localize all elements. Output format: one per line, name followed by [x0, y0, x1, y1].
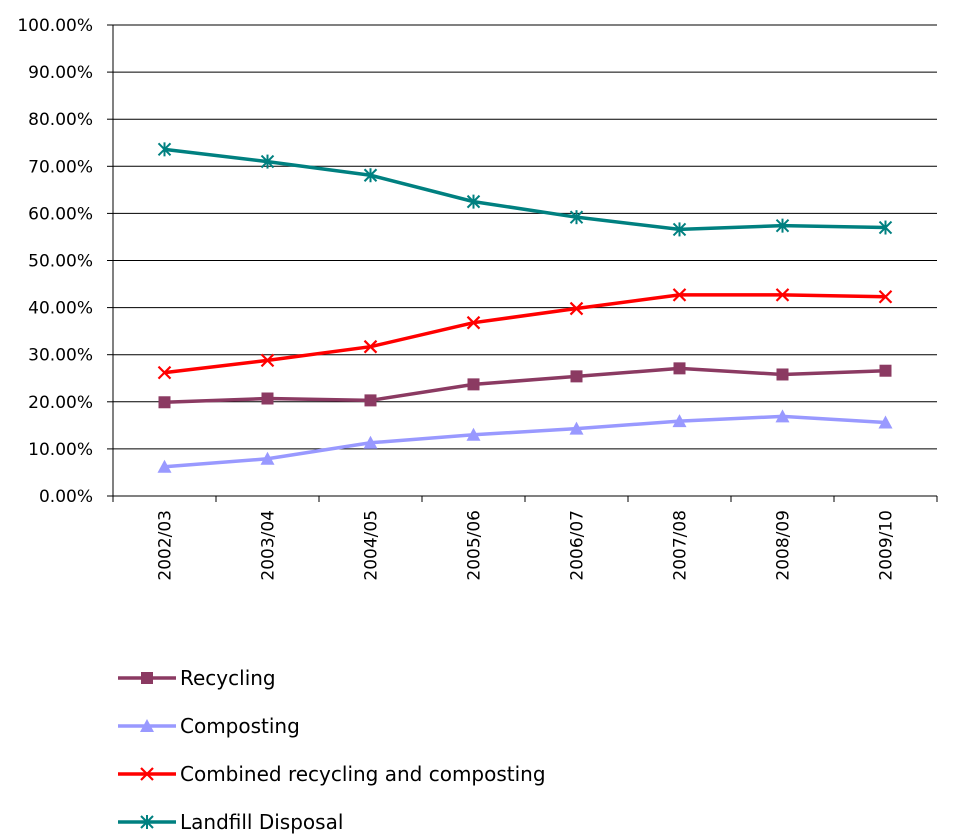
- y-tick-labels: 0.00% 10.00% 20.00% 30.00% 40.00% 50.00% 60.00…: [17, 16, 93, 507]
- data-point-recycling: [467, 378, 480, 391]
- data-point-combined-recycling-and-composting: [466, 315, 481, 330]
- data-point-landfill-disposal: [260, 154, 275, 169]
- axes: [107, 24, 938, 502]
- data-point-combined-recycling-and-composting: [260, 353, 275, 368]
- data-point-landfill-disposal: [363, 168, 378, 183]
- y-tick-label: 30.00%: [28, 346, 93, 366]
- x-tick-label: 2009/10: [877, 510, 897, 581]
- data-point-composting: [878, 415, 893, 429]
- y-tick-label: 10.00%: [28, 440, 93, 460]
- data-point-landfill-disposal: [157, 142, 172, 157]
- data-point-composting: [157, 459, 172, 473]
- data-point-composting: [466, 427, 481, 441]
- data-point-composting: [672, 414, 687, 428]
- series-lines: [157, 142, 893, 473]
- x-tick-label: 2004/05: [362, 510, 382, 581]
- y-tick-label: 20.00%: [28, 393, 93, 413]
- data-point-composting: [569, 421, 584, 435]
- x-tick-labels: 2002/03 2003/04 2004/05 2005/06 2006/07 2007/…: [156, 510, 897, 581]
- legend-label: Landfill Disposal: [180, 810, 343, 834]
- y-tick-label: 50.00%: [28, 252, 93, 272]
- data-point-recycling: [879, 364, 892, 377]
- data-point-recycling: [673, 362, 686, 375]
- y-tick-label: 90.00%: [28, 63, 93, 83]
- data-point-recycling: [570, 370, 583, 383]
- y-tick-label: 80.00%: [28, 110, 93, 130]
- data-point-combined-recycling-and-composting: [363, 339, 378, 354]
- data-point-recycling: [776, 368, 789, 381]
- y-tick-label: 0.00%: [39, 487, 93, 507]
- legend-swatch-marker: [140, 815, 154, 829]
- legend-item-composting: Composting: [118, 714, 300, 738]
- legend-swatch-marker: [140, 719, 154, 732]
- data-point-recycling: [364, 394, 377, 407]
- legend-item-combined-recycling-and-composting: Combined recycling and composting: [118, 762, 546, 786]
- legend: Recycling Composting Combined recycling an…: [118, 666, 546, 834]
- legend-label: Composting: [180, 714, 300, 738]
- data-point-composting: [363, 435, 378, 449]
- data-point-recycling: [261, 392, 274, 405]
- series-line-combined-recycling-and-composting: [164, 293, 886, 375]
- data-point-combined-recycling-and-composting: [672, 288, 687, 302]
- data-point-landfill-disposal: [878, 220, 893, 235]
- data-point-landfill-disposal: [775, 218, 790, 233]
- y-tick-label: 100.00%: [17, 16, 93, 36]
- legend-item-recycling: Recycling: [118, 666, 276, 690]
- y-tick-label: 40.00%: [28, 299, 93, 319]
- x-tick-label: 2006/07: [568, 510, 588, 581]
- data-point-composting: [775, 409, 790, 423]
- x-tick-label: 2007/08: [671, 510, 691, 581]
- legend-label: Combined recycling and composting: [180, 762, 546, 786]
- data-point-recycling: [158, 396, 171, 409]
- data-point-combined-recycling-and-composting: [569, 301, 584, 316]
- legend-swatch-marker: [140, 767, 154, 781]
- series-line-recycling: [164, 366, 886, 405]
- y-tick-label: 70.00%: [28, 157, 93, 177]
- x-tick-label: 2003/04: [259, 510, 279, 581]
- x-tick-label: 2005/06: [465, 510, 485, 581]
- y-tick-label: 60.00%: [28, 204, 93, 224]
- data-point-combined-recycling-and-composting: [775, 288, 790, 302]
- series-line-composting: [164, 414, 886, 469]
- legend-label: Recycling: [180, 666, 276, 690]
- x-tick-label: 2008/09: [774, 510, 794, 581]
- data-point-landfill-disposal: [466, 194, 481, 209]
- gridlines: [113, 24, 937, 450]
- data-point-combined-recycling-and-composting: [157, 365, 172, 380]
- data-point-composting: [260, 451, 275, 465]
- series-line-landfill-disposal: [164, 147, 886, 232]
- legend-swatch-marker: [141, 672, 153, 684]
- data-point-landfill-disposal: [672, 222, 687, 237]
- data-point-combined-recycling-and-composting: [878, 289, 893, 304]
- x-tick-label: 2002/03: [156, 510, 176, 581]
- data-point-landfill-disposal: [569, 210, 584, 225]
- legend-item-landfill-disposal: Landfill Disposal: [118, 810, 343, 834]
